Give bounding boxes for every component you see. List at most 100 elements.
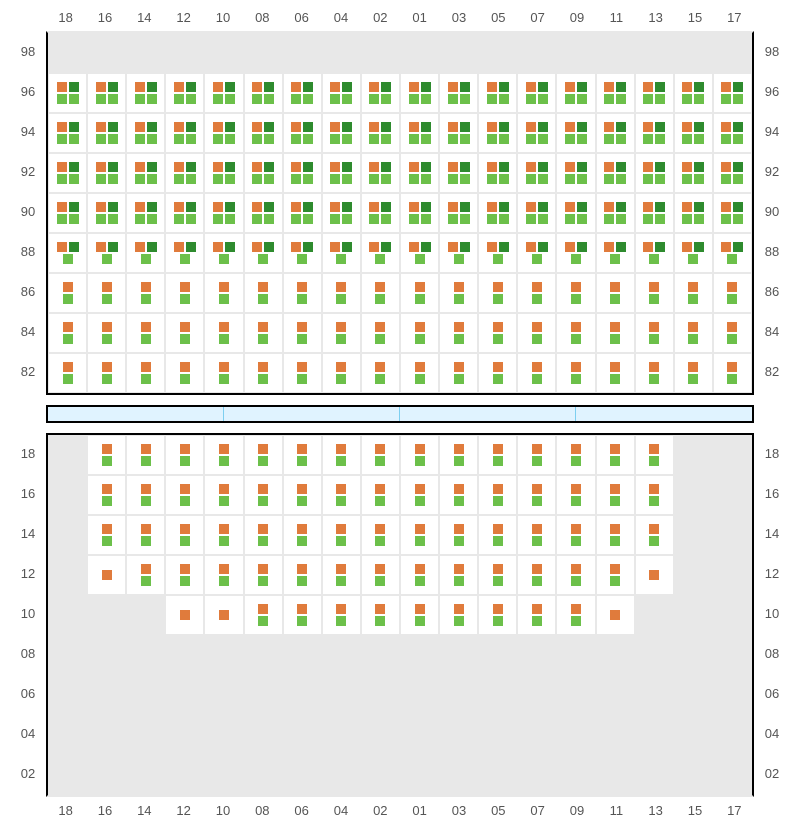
unit-cell bbox=[48, 555, 87, 595]
unit-cell bbox=[87, 595, 126, 635]
unit-cell bbox=[48, 113, 87, 153]
col-label: 11 bbox=[597, 803, 636, 818]
unit-cell bbox=[400, 435, 439, 475]
unit-cell bbox=[556, 515, 595, 555]
unit-cell bbox=[361, 73, 400, 113]
col-label: 07 bbox=[518, 10, 557, 25]
unit-cell bbox=[400, 715, 439, 755]
unit-cell bbox=[361, 273, 400, 313]
unit-cell bbox=[361, 515, 400, 555]
unit-cell bbox=[674, 515, 713, 555]
unit-cell bbox=[517, 273, 556, 313]
unit-cell bbox=[204, 475, 243, 515]
unit-cell bbox=[556, 755, 595, 795]
unit-cell bbox=[517, 435, 556, 475]
unit-cell bbox=[400, 313, 439, 353]
unit-cell bbox=[556, 595, 595, 635]
unit-cell bbox=[126, 595, 165, 635]
unit-cell bbox=[87, 353, 126, 393]
unit-cell bbox=[517, 33, 556, 73]
unit-cell bbox=[596, 635, 635, 675]
unit-cell bbox=[48, 153, 87, 193]
row-label: 82 bbox=[10, 351, 46, 391]
unit-cell bbox=[674, 233, 713, 273]
col-label: 10 bbox=[203, 10, 242, 25]
unit-cell bbox=[556, 353, 595, 393]
unit-cell bbox=[478, 555, 517, 595]
unit-cell bbox=[87, 635, 126, 675]
unit-cell bbox=[322, 233, 361, 273]
unit-cell bbox=[439, 33, 478, 73]
unit-cell bbox=[713, 33, 752, 73]
unit-cell bbox=[556, 233, 595, 273]
unit-cell bbox=[596, 595, 635, 635]
unit-cell bbox=[635, 273, 674, 313]
unit-cell bbox=[713, 273, 752, 313]
unit-cell bbox=[674, 475, 713, 515]
unit-cell bbox=[283, 595, 322, 635]
divider-segment bbox=[224, 407, 400, 421]
unit-cell bbox=[165, 555, 204, 595]
unit-cell bbox=[126, 193, 165, 233]
unit-cell bbox=[439, 113, 478, 153]
unit-cell bbox=[713, 353, 752, 393]
unit-cell bbox=[361, 475, 400, 515]
unit-cell bbox=[283, 755, 322, 795]
unit-cell bbox=[322, 273, 361, 313]
unit-cell bbox=[439, 233, 478, 273]
unit-cell bbox=[635, 675, 674, 715]
unit-cell bbox=[87, 555, 126, 595]
divider-segment bbox=[576, 407, 752, 421]
row-label: 08 bbox=[754, 633, 790, 673]
unit-cell bbox=[204, 595, 243, 635]
unit-cell bbox=[283, 675, 322, 715]
unit-cell bbox=[322, 193, 361, 233]
col-label: 12 bbox=[164, 10, 203, 25]
unit-cell bbox=[517, 515, 556, 555]
unit-cell bbox=[596, 193, 635, 233]
unit-cell bbox=[713, 475, 752, 515]
unit-cell bbox=[478, 353, 517, 393]
unit-cell bbox=[674, 153, 713, 193]
unit-cell bbox=[674, 635, 713, 675]
col-label: 07 bbox=[518, 803, 557, 818]
unit-cell bbox=[322, 475, 361, 515]
col-label: 06 bbox=[282, 10, 321, 25]
unit-cell bbox=[635, 233, 674, 273]
unit-cell bbox=[322, 675, 361, 715]
unit-cell bbox=[439, 73, 478, 113]
unit-cell bbox=[478, 33, 517, 73]
unit-cell bbox=[165, 435, 204, 475]
unit-cell bbox=[165, 515, 204, 555]
unit-cell bbox=[635, 153, 674, 193]
unit-cell bbox=[283, 353, 322, 393]
unit-cell bbox=[87, 515, 126, 555]
unit-cell bbox=[165, 113, 204, 153]
unit-cell bbox=[556, 73, 595, 113]
unit-cell bbox=[361, 313, 400, 353]
unit-cell bbox=[596, 475, 635, 515]
col-label: 11 bbox=[597, 10, 636, 25]
unit-cell bbox=[713, 113, 752, 153]
unit-cell bbox=[244, 595, 283, 635]
unit-cell bbox=[596, 353, 635, 393]
unit-cell bbox=[126, 515, 165, 555]
unit-cell bbox=[126, 233, 165, 273]
row-label: 98 bbox=[754, 31, 790, 71]
col-label: 01 bbox=[400, 803, 439, 818]
row-label: 84 bbox=[10, 311, 46, 351]
divider-segment bbox=[400, 407, 576, 421]
unit-cell bbox=[126, 273, 165, 313]
unit-cell bbox=[165, 273, 204, 313]
unit-cell bbox=[322, 515, 361, 555]
unit-cell bbox=[87, 475, 126, 515]
unit-cell bbox=[165, 715, 204, 755]
unit-cell bbox=[322, 153, 361, 193]
unit-cell bbox=[204, 113, 243, 153]
row-label: 88 bbox=[754, 231, 790, 271]
unit-cell bbox=[517, 73, 556, 113]
row-label: 04 bbox=[10, 713, 46, 753]
unit-cell bbox=[674, 435, 713, 475]
unit-cell bbox=[165, 475, 204, 515]
unit-cell bbox=[283, 33, 322, 73]
